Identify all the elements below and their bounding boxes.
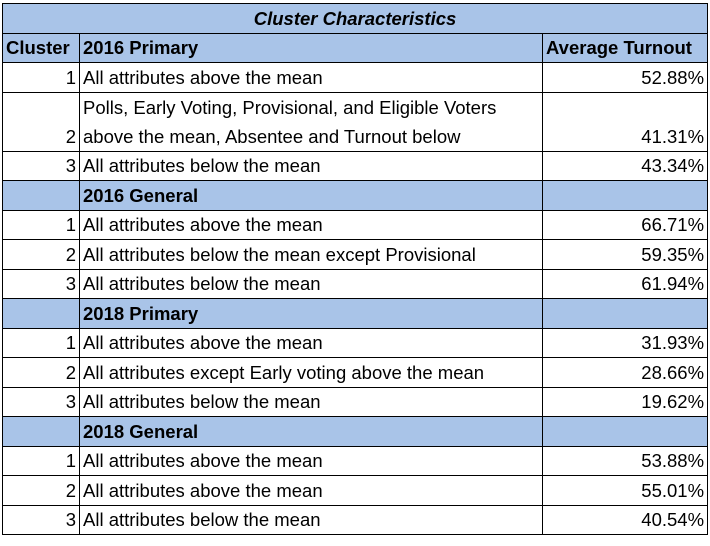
turnout-cell[interactable]: 31.93% bbox=[541, 327, 709, 358]
cluster-cell[interactable]: 1 bbox=[2, 445, 80, 476]
description-line: above the mean, Absentee and Turnout bel… bbox=[83, 125, 461, 147]
section-label[interactable]: 2018 Primary bbox=[79, 298, 543, 329]
table-row: 1 All attributes above the mean 66.71% bbox=[2, 209, 709, 240]
turnout-cell[interactable]: 19.62% bbox=[541, 386, 709, 417]
cluster-cell[interactable]: 3 bbox=[2, 386, 80, 417]
table-row: 1 All attributes above the mean 53.88% bbox=[2, 445, 709, 476]
section-empty-cell[interactable] bbox=[541, 180, 709, 211]
header-row: Cluster 2016 Primary Average Turnout bbox=[2, 32, 709, 63]
cluster-cell[interactable]: 2 bbox=[2, 91, 80, 152]
section-empty-cell[interactable] bbox=[2, 298, 80, 329]
description-cell[interactable]: All attributes above the mean bbox=[79, 327, 543, 358]
turnout-cell[interactable]: 59.35% bbox=[541, 239, 709, 270]
table-title[interactable]: Cluster Characteristics bbox=[1, 3, 709, 34]
cluster-cell[interactable]: 3 bbox=[2, 504, 80, 535]
turnout-cell[interactable]: 52.88% bbox=[541, 62, 709, 93]
description-cell[interactable]: All attributes above the mean bbox=[79, 209, 543, 240]
header-turnout[interactable]: Average Turnout bbox=[541, 32, 709, 63]
header-section[interactable]: 2016 Primary bbox=[79, 32, 543, 63]
table-row: 2 All attributes except Early voting abo… bbox=[2, 357, 709, 388]
table-row: 1 All attributes above the mean 52.88% bbox=[2, 62, 709, 93]
turnout-cell[interactable]: 66.71% bbox=[541, 209, 709, 240]
turnout-cell[interactable]: 61.94% bbox=[541, 268, 709, 299]
turnout-cell[interactable]: 40.54% bbox=[541, 504, 709, 535]
description-cell[interactable]: All attributes below the mean except Pro… bbox=[79, 239, 543, 270]
table-row: 2 All attributes below the mean except P… bbox=[2, 239, 709, 270]
section-empty-cell[interactable] bbox=[541, 416, 709, 447]
section-label[interactable]: 2018 General bbox=[79, 416, 543, 447]
table-row: 1 All attributes above the mean 31.93% bbox=[2, 327, 709, 358]
description-cell[interactable]: All attributes above the mean bbox=[79, 445, 543, 476]
description-cell[interactable]: All attributes above the mean bbox=[79, 475, 543, 506]
cluster-cell[interactable]: 3 bbox=[2, 150, 80, 181]
section-empty-cell[interactable] bbox=[2, 180, 80, 211]
spreadsheet: Cluster Characteristics Cluster 2016 Pri… bbox=[1, 3, 710, 535]
turnout-cell[interactable]: 28.66% bbox=[541, 357, 709, 388]
description-cell[interactable]: Polls, Early Voting, Provisional, and El… bbox=[79, 91, 543, 152]
cluster-cell[interactable]: 2 bbox=[2, 239, 80, 270]
description-line: Polls, Early Voting, Provisional, and El… bbox=[83, 96, 497, 118]
cluster-cell[interactable]: 2 bbox=[2, 475, 80, 506]
section-label[interactable]: 2016 General bbox=[79, 180, 543, 211]
table-row: 3 All attributes below the mean 61.94% bbox=[2, 268, 709, 299]
table-row: 3 All attributes below the mean 40.54% bbox=[2, 504, 709, 535]
cluster-cell[interactable]: 3 bbox=[2, 268, 80, 299]
description-cell[interactable]: All attributes below the mean bbox=[79, 268, 543, 299]
description-cell[interactable]: All attributes below the mean bbox=[79, 150, 543, 181]
table-row: 2 All attributes above the mean 55.01% bbox=[2, 475, 709, 506]
description-cell[interactable]: All attributes except Early voting above… bbox=[79, 357, 543, 388]
table-row: 3 All attributes below the mean 43.34% bbox=[2, 150, 709, 181]
title-row: Cluster Characteristics bbox=[1, 3, 709, 34]
turnout-cell[interactable]: 41.31% bbox=[541, 91, 709, 152]
cluster-cell[interactable]: 2 bbox=[2, 357, 80, 388]
turnout-cell[interactable]: 53.88% bbox=[541, 445, 709, 476]
section-header-row: 2016 General bbox=[2, 180, 709, 211]
header-cluster[interactable]: Cluster bbox=[2, 32, 80, 63]
table-row: 3 All attributes below the mean 19.62% bbox=[2, 386, 709, 417]
section-empty-cell[interactable] bbox=[2, 416, 80, 447]
description-cell[interactable]: All attributes below the mean bbox=[79, 386, 543, 417]
section-empty-cell[interactable] bbox=[541, 298, 709, 329]
cluster-cell[interactable]: 1 bbox=[2, 62, 80, 93]
turnout-cell[interactable]: 55.01% bbox=[541, 475, 709, 506]
section-header-row: 2018 Primary bbox=[2, 298, 709, 329]
cluster-cell[interactable]: 1 bbox=[2, 209, 80, 240]
description-cell[interactable]: All attributes below the mean bbox=[79, 504, 543, 535]
cluster-cell[interactable]: 1 bbox=[2, 327, 80, 358]
turnout-cell[interactable]: 43.34% bbox=[541, 150, 709, 181]
section-header-row: 2018 General bbox=[2, 416, 709, 447]
table-row: 2 Polls, Early Voting, Provisional, and … bbox=[2, 91, 709, 152]
cluster-table: Cluster Characteristics Cluster 2016 Pri… bbox=[1, 3, 709, 535]
description-cell[interactable]: All attributes above the mean bbox=[79, 62, 543, 93]
